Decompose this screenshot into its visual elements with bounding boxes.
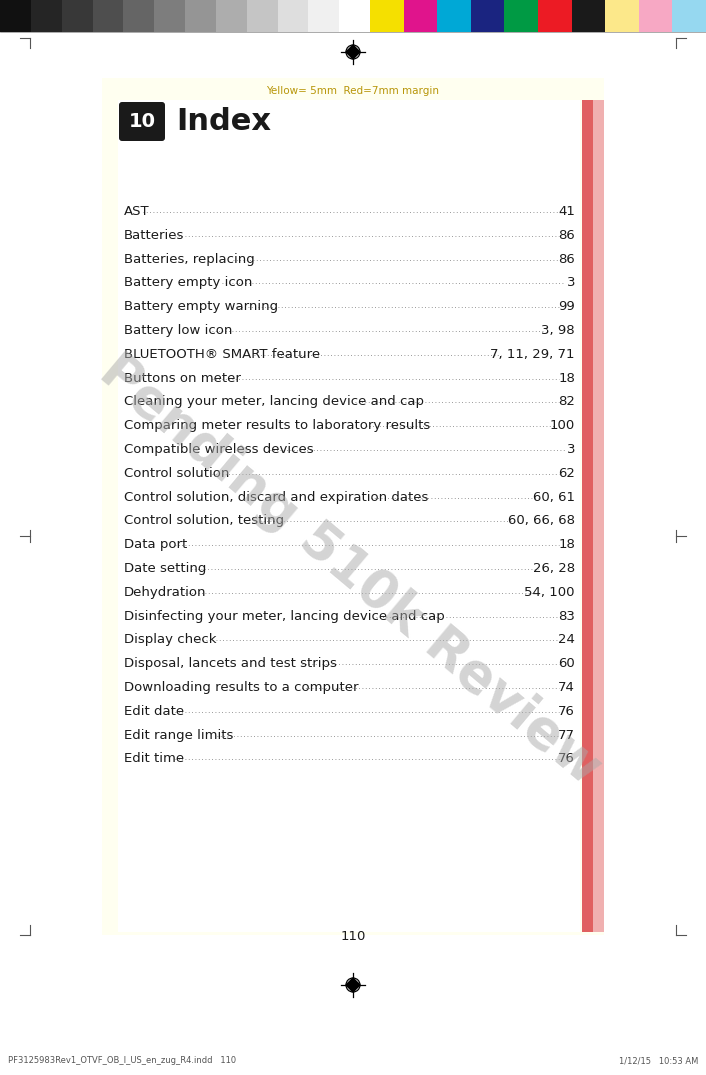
Bar	[593, 100, 604, 932]
Text: 54, 100: 54, 100	[525, 586, 575, 599]
Text: 77: 77	[558, 729, 575, 742]
Text: 76: 76	[558, 705, 575, 718]
Bar	[277, 0, 309, 32]
Polygon shape	[346, 45, 360, 59]
Text: Control solution, discard and expiration dates: Control solution, discard and expiration…	[124, 490, 429, 503]
Text: Display check: Display check	[124, 633, 217, 646]
Text: 3: 3	[566, 443, 575, 456]
Bar	[185, 0, 216, 32]
Text: Pending 510k Review: Pending 510k Review	[89, 345, 611, 794]
Bar	[672, 0, 706, 32]
Text: Disposal, lancets and test strips: Disposal, lancets and test strips	[124, 657, 337, 670]
Text: Batteries: Batteries	[124, 229, 184, 242]
Text: 3: 3	[566, 276, 575, 289]
Text: 1/12/15   10:53 AM: 1/12/15 10:53 AM	[618, 1056, 698, 1065]
Bar	[404, 0, 437, 32]
Text: 100: 100	[550, 419, 575, 432]
Bar	[437, 0, 471, 32]
Text: 3, 98: 3, 98	[542, 324, 575, 336]
Text: Yellow= 5mm  Red=7mm margin: Yellow= 5mm Red=7mm margin	[266, 86, 440, 96]
Bar	[538, 0, 572, 32]
Text: 60, 61: 60, 61	[533, 490, 575, 503]
Bar	[339, 0, 370, 32]
Text: 86: 86	[558, 229, 575, 242]
Text: Battery low icon: Battery low icon	[124, 324, 232, 336]
Text: 83: 83	[558, 610, 575, 622]
Bar	[118, 100, 580, 932]
FancyBboxPatch shape	[119, 102, 165, 141]
Bar	[582, 100, 593, 932]
Bar	[61, 0, 92, 32]
Text: 24: 24	[558, 633, 575, 646]
Text: 74: 74	[558, 680, 575, 694]
Text: Downloading results to a computer: Downloading results to a computer	[124, 680, 359, 694]
Text: Batteries, replacing: Batteries, replacing	[124, 253, 255, 266]
Bar	[471, 0, 504, 32]
Text: 76: 76	[558, 752, 575, 765]
Bar	[309, 0, 339, 32]
Text: 10: 10	[128, 112, 155, 131]
Text: Edit range limits: Edit range limits	[124, 729, 234, 742]
Text: 110: 110	[340, 930, 366, 943]
Bar	[639, 0, 672, 32]
Text: Control solution: Control solution	[124, 467, 229, 479]
Text: Battery empty icon: Battery empty icon	[124, 276, 252, 289]
Bar	[92, 0, 124, 32]
Text: 86: 86	[558, 253, 575, 266]
Text: 7, 11, 29, 71: 7, 11, 29, 71	[491, 348, 575, 361]
Text: 41: 41	[558, 205, 575, 218]
Bar	[216, 0, 246, 32]
Bar	[154, 0, 185, 32]
Text: Edit date: Edit date	[124, 705, 184, 718]
Text: 18: 18	[558, 372, 575, 385]
Text: Disinfecting your meter, lancing device and cap: Disinfecting your meter, lancing device …	[124, 610, 445, 622]
Text: Cleaning your meter, lancing device and cap: Cleaning your meter, lancing device and …	[124, 396, 424, 408]
Text: AST: AST	[124, 205, 150, 218]
Text: BLUETOOTH® SMART feature: BLUETOOTH® SMART feature	[124, 348, 320, 361]
Text: PF3125983Rev1_OTVF_OB_I_US_en_zug_R4.indd   110: PF3125983Rev1_OTVF_OB_I_US_en_zug_R4.ind…	[8, 1056, 236, 1065]
Text: 99: 99	[558, 300, 575, 313]
Bar	[0, 0, 31, 32]
Text: 18: 18	[558, 539, 575, 551]
Text: 60: 60	[558, 657, 575, 670]
Text: Buttons on meter: Buttons on meter	[124, 372, 241, 385]
Polygon shape	[346, 978, 360, 992]
Bar	[370, 0, 404, 32]
Text: Dehydration: Dehydration	[124, 586, 206, 599]
Text: Control solution, testing: Control solution, testing	[124, 515, 284, 528]
Bar	[246, 0, 277, 32]
Bar	[31, 0, 61, 32]
Bar	[124, 0, 154, 32]
Text: 62: 62	[558, 467, 575, 479]
Text: 60, 66, 68: 60, 66, 68	[508, 515, 575, 528]
Text: Battery empty warning: Battery empty warning	[124, 300, 278, 313]
Text: Edit time: Edit time	[124, 752, 184, 765]
Text: Compatible wireless devices: Compatible wireless devices	[124, 443, 313, 456]
Text: Index: Index	[176, 108, 271, 137]
Text: Data port: Data port	[124, 539, 187, 551]
Bar	[572, 0, 605, 32]
Bar	[504, 0, 538, 32]
Text: 82: 82	[558, 396, 575, 408]
Bar	[605, 0, 639, 32]
Text: Comparing meter results to laboratory results: Comparing meter results to laboratory re…	[124, 419, 430, 432]
Bar	[102, 78, 604, 935]
Text: Date setting: Date setting	[124, 562, 206, 575]
Text: 26, 28: 26, 28	[533, 562, 575, 575]
